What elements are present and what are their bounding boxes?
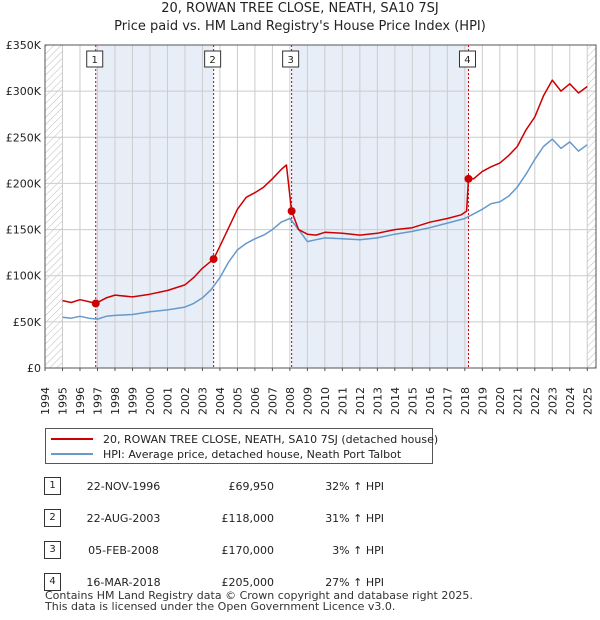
footer-copyright: Contains HM Land Registry data © Crown c… (45, 589, 473, 602)
x-tick-label: 2014 (389, 387, 402, 415)
y-tick-label: £0 (27, 362, 41, 375)
x-tick-label: 2004 (214, 387, 227, 415)
x-tick-label: 2023 (546, 387, 559, 415)
table-row: 2 22-AUG-2003 £118,000 31% ↑ HPI (40, 502, 384, 534)
table-row: 4 16-MAR-2018 £205,000 27% ↑ HPI (40, 566, 384, 598)
sale-price: £170,000 (221, 543, 275, 557)
sale-price: £205,000 (221, 575, 275, 589)
y-tick-label: £250K (6, 131, 42, 144)
sale-number-label: 1 (92, 55, 98, 66)
x-tick-label: 2024 (564, 387, 577, 415)
no-data-hatch (587, 45, 596, 368)
x-tick-label: 2008 (284, 387, 297, 415)
x-tick-label: 2019 (476, 387, 489, 415)
property-series-line (62, 79, 588, 305)
ownership-shade (291, 45, 469, 368)
x-tick-label: 2011 (336, 387, 349, 415)
sale-hpi-delta: 32% ↑ HPI (325, 479, 384, 493)
x-tick-label: 2000 (144, 387, 157, 415)
legend-swatch-hpi (51, 453, 93, 455)
x-tick-label: 1995 (56, 387, 69, 415)
x-tick-label: 2009 (301, 387, 314, 415)
x-tick-label: 2015 (406, 387, 419, 415)
x-tick-label: 2022 (529, 387, 542, 415)
chart-title: 20, ROWAN TREE CLOSE, NEATH, SA10 7SJ (161, 1, 439, 16)
hpi-series-line (62, 138, 588, 320)
sale-number-badge: 2 (44, 509, 61, 527)
footer-licence: This data is licensed under the Open Gov… (45, 600, 396, 613)
sale-number-box (204, 50, 222, 68)
plot-frame (44, 44, 597, 369)
x-tick-label: 2002 (179, 387, 192, 415)
sale-hpi-delta: 31% ↑ HPI (325, 511, 384, 525)
sale-number-badge: 3 (44, 541, 61, 559)
table-row: 3 05-FEB-2008 £170,000 3% ↑ HPI (40, 534, 384, 566)
x-tick-label: 2006 (249, 387, 262, 415)
table-row: 1 22-NOV-1996 £69,950 32% ↑ HPI (40, 470, 384, 502)
y-tick-label: £300K (6, 85, 42, 98)
x-tick-label: 2001 (161, 387, 174, 415)
y-tick-label: £50K (13, 316, 42, 329)
sale-point (91, 299, 100, 308)
sale-point (287, 207, 296, 216)
sale-hpi-delta: 3% ↑ HPI (332, 543, 384, 557)
chart-subtitle: Price paid vs. HM Land Registry's House … (114, 19, 486, 34)
x-tick-label: 1997 (91, 387, 104, 415)
transactions-table: 1 22-NOV-1996 £69,950 32% ↑ HPI 2 22-AUG… (40, 470, 384, 598)
legend-label-property: 20, ROWAN TREE CLOSE, NEATH, SA10 7SJ (d… (103, 433, 439, 446)
x-tick-label: 1998 (109, 387, 122, 415)
sale-date: 22-AUG-2003 (86, 511, 161, 525)
sale-price: £69,950 (228, 479, 275, 493)
sale-number-box (458, 50, 476, 68)
sale-number-label: 3 (287, 55, 293, 66)
sale-date: 22-NOV-1996 (86, 479, 161, 493)
sale-point (464, 174, 473, 183)
y-tick-label: £200K (6, 177, 42, 190)
x-tick-label: 2016 (424, 387, 437, 415)
sale-point (209, 255, 218, 264)
sale-date: 16-MAR-2018 (86, 575, 161, 589)
sale-number-label: 4 (464, 55, 470, 66)
x-tick-label: 2018 (459, 387, 472, 415)
sale-number-label: 2 (209, 55, 215, 66)
x-tick-label: 2005 (231, 387, 244, 415)
y-tick-label: £150K (6, 224, 42, 237)
sale-date: 05-FEB-2008 (88, 543, 159, 557)
y-tick-label: £100K (6, 270, 42, 283)
chart-legend: 20, ROWAN TREE CLOSE, NEATH, SA10 7SJ (d… (45, 428, 438, 464)
x-tick-label: 2003 (196, 387, 209, 415)
x-tick-label: 2007 (266, 387, 279, 415)
x-tick-label: 1996 (74, 387, 87, 415)
x-tick-label: 2017 (441, 387, 454, 415)
x-tick-label: 2010 (319, 387, 332, 415)
x-tick-label: 2020 (494, 387, 507, 415)
sale-number-box (282, 50, 300, 68)
x-tick-label: 1994 (39, 387, 52, 415)
footer: Contains HM Land Registry data © Crown c… (45, 590, 473, 612)
x-tick-label: 2013 (371, 387, 384, 415)
x-tick-label: 1999 (126, 387, 139, 415)
x-tick-label: 2012 (354, 387, 367, 415)
price-chart: 1 2 3 4 £0 £50K £100K £150K £200K £250K £300K £350… (6, 39, 597, 415)
sale-number-box (86, 50, 104, 68)
sale-number-badge: 4 (44, 573, 61, 591)
x-tick-label: 2025 (581, 387, 594, 415)
sale-number-badge: 1 (44, 477, 61, 495)
sale-hpi-delta: 27% ↑ HPI (325, 575, 384, 589)
legend-label-hpi: HPI: Average price, detached house, Neat… (103, 448, 402, 461)
y-tick-label: £350K (6, 39, 42, 52)
x-tick-label: 2021 (511, 387, 524, 415)
legend-swatch-property (51, 438, 93, 440)
sale-price: £118,000 (221, 511, 275, 525)
ownership-shade (95, 45, 214, 368)
no-data-hatch (45, 45, 63, 368)
